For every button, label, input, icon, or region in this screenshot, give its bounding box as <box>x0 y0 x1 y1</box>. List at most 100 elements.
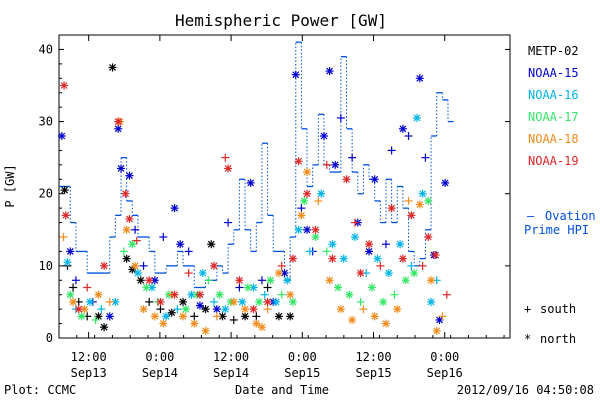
marker-d2 <box>219 312 226 320</box>
data-point <box>117 164 126 173</box>
data-point <box>162 312 171 321</box>
data-point <box>424 196 433 205</box>
marker-d2 <box>281 269 288 277</box>
marker-d2 <box>188 291 195 299</box>
marker-d2 <box>266 276 274 284</box>
marker-d2 <box>371 312 379 320</box>
marker-d2 <box>202 327 209 335</box>
marker-d2 <box>427 276 435 284</box>
data-point <box>91 315 100 324</box>
marker-d2 <box>78 312 85 320</box>
data-point <box>257 323 266 332</box>
x-axis: 12:00 Sep13 0:00 Sep14 12:00 Sep14 0:00 Sep15 12… <box>58 35 505 380</box>
marker-d2 <box>250 284 257 291</box>
marker-d2 <box>168 309 176 317</box>
legend-ovation-line1: Ovation <box>545 209 596 223</box>
data-point <box>190 312 199 321</box>
x-tick-time: 0:00 <box>288 350 317 364</box>
marker-d2 <box>365 248 373 255</box>
marker-d2 <box>289 255 297 263</box>
marker-d2 <box>216 291 224 299</box>
data-point <box>418 261 427 270</box>
data-point <box>404 196 413 205</box>
marker-d2 <box>432 251 440 259</box>
data-point <box>294 157 303 166</box>
data-point <box>311 233 320 241</box>
data-point <box>252 319 261 328</box>
marker-d2 <box>66 291 74 299</box>
data-point <box>235 276 244 285</box>
marker-d2 <box>424 233 432 241</box>
marker-d2 <box>241 305 249 313</box>
data-point <box>288 254 297 263</box>
data-point <box>86 297 95 306</box>
data-point <box>334 283 343 292</box>
data-point <box>441 178 450 187</box>
ovation-series <box>59 41 454 289</box>
data-point <box>125 171 134 180</box>
data-point <box>322 160 331 169</box>
data-point <box>128 240 137 249</box>
marker-d2 <box>176 240 184 248</box>
data-point <box>303 225 312 234</box>
data-point <box>61 211 70 220</box>
data-point <box>325 67 334 76</box>
data-point <box>365 247 374 256</box>
marker-d2 <box>255 298 263 306</box>
data-point <box>339 254 348 263</box>
marker-d2 <box>340 255 348 263</box>
data-point <box>195 290 204 299</box>
marker-d2 <box>151 276 159 284</box>
marker-d2 <box>162 312 170 320</box>
data-point <box>150 312 159 321</box>
marker-d2 <box>142 284 150 291</box>
data-point <box>415 200 424 209</box>
marker-d2 <box>393 305 401 313</box>
marker-d2 <box>86 298 94 306</box>
data-point <box>229 297 238 306</box>
data-point <box>122 225 131 234</box>
data-point <box>221 153 230 162</box>
marker-d2 <box>250 305 257 313</box>
data-point <box>303 168 312 177</box>
data-point <box>60 81 69 90</box>
data-point <box>381 240 390 249</box>
marker-d2 <box>247 179 255 187</box>
data-point <box>114 124 123 133</box>
data-point <box>297 204 306 213</box>
marker-d2 <box>235 276 243 284</box>
data-point <box>167 308 176 317</box>
marker-d2 <box>328 255 336 263</box>
data-point <box>263 305 272 314</box>
data-point <box>291 70 300 79</box>
marker-d2 <box>407 211 415 219</box>
data-point <box>201 326 210 335</box>
marker-d2 <box>100 323 108 331</box>
marker-d2 <box>95 291 102 299</box>
marker-d2 <box>345 291 353 299</box>
marker-d2 <box>396 240 404 248</box>
marker-d2 <box>128 240 136 248</box>
data-point <box>105 312 114 321</box>
data-point <box>365 240 374 249</box>
data-point <box>401 276 410 285</box>
legend-north-label: north <box>540 332 576 346</box>
marker-d2 <box>179 298 187 306</box>
marker-d2 <box>300 197 308 205</box>
data-point <box>317 189 326 198</box>
x-tick-time: 12:00 <box>355 350 391 364</box>
marker-d2 <box>272 298 280 306</box>
data-point <box>407 211 416 220</box>
data-point <box>181 305 190 314</box>
data-point <box>277 261 286 270</box>
marker-d2 <box>399 255 407 263</box>
marker-d2 <box>368 284 376 291</box>
data-point <box>376 261 385 270</box>
data-point <box>260 290 269 299</box>
data-point <box>390 290 399 299</box>
marker-d2 <box>295 157 303 165</box>
marker-d2 <box>275 269 283 277</box>
marker-d2 <box>230 298 238 306</box>
data-point <box>328 240 337 249</box>
data-point <box>145 297 154 306</box>
